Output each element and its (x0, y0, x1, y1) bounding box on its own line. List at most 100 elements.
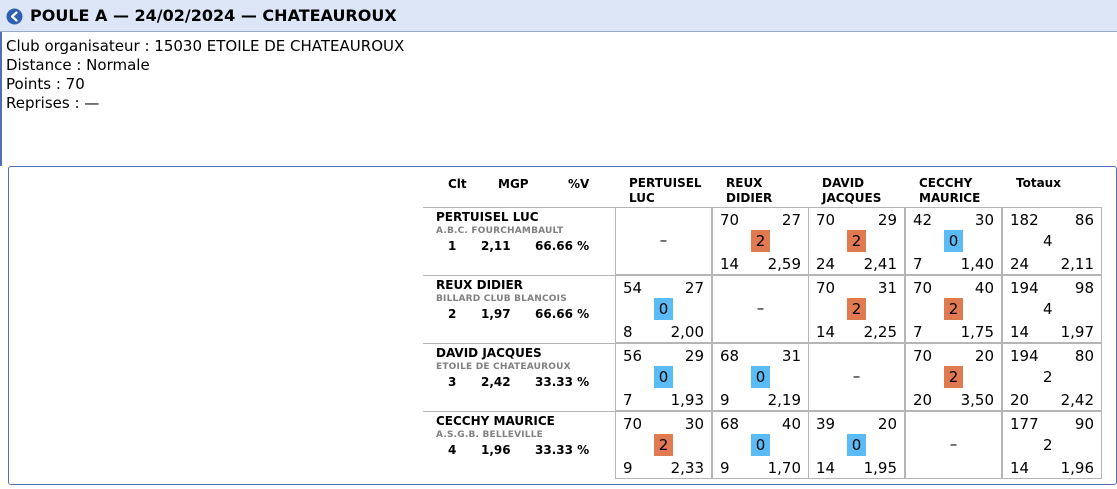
match-reprises: 9 (720, 459, 730, 477)
match-cell-self: – (615, 207, 712, 275)
totals-cell: 194 80 2 20 2,42 (1002, 343, 1102, 411)
opponent-points: 40 (781, 415, 801, 433)
total-points: 177 (1010, 415, 1039, 433)
header-player-4-first: CECCHY (919, 176, 973, 190)
table-row-player-info: PERTUISEL LUC A.B.C. FOURCHAMBAULT 1 2,11 66… (423, 207, 615, 275)
match-cell: 56 29 0 7 1,93 (615, 343, 712, 411)
table-row-player-info: CECCHY MAURICE A.S.G.B. BELLEVILLE 4 1,96 33… (423, 411, 615, 479)
header-player-1-second: LUC (629, 191, 655, 205)
opponent-points: 20 (974, 347, 994, 365)
match-cell: 42 30 0 7 1,40 (905, 207, 1002, 275)
opponent-points: 40 (974, 279, 994, 297)
total-reprises: 14 (1010, 459, 1030, 477)
opponent-points: 29 (877, 211, 897, 229)
match-average: 1,93 (670, 391, 704, 409)
match-reprises: 7 (913, 323, 923, 341)
player-rank: 2 (448, 307, 457, 321)
total-points: 194 (1010, 347, 1039, 365)
total-points: 194 (1010, 279, 1039, 297)
total-match-points: 4 (1043, 232, 1053, 250)
distance: Distance : Normale (6, 56, 150, 74)
match-average: 2,25 (863, 323, 897, 341)
opponent-points: 27 (684, 279, 704, 297)
left-border (0, 32, 2, 166)
title-bar: POULE A — 24/02/2024 — CHATEAUROUX (0, 0, 1117, 32)
match-cell-self: – (905, 411, 1002, 479)
page-title: POULE A — 24/02/2024 — CHATEAUROUX (30, 6, 397, 25)
player-rank: 4 (448, 443, 457, 457)
player-mgp: 2,42 (481, 375, 511, 389)
player-win-pct: 33.33 % (535, 375, 590, 389)
match-average: 1,40 (960, 255, 994, 273)
player-mgp: 1,96 (481, 443, 511, 457)
match-cell: 54 27 0 8 2,00 (615, 275, 712, 343)
loss-badge: 0 (751, 366, 770, 388)
match-points: 70 (720, 211, 740, 229)
player-mgp: 1,97 (481, 307, 511, 321)
player-club: BILLARD CLUB BLANCOIS (436, 294, 567, 304)
player-win-pct: 33.33 % (535, 443, 590, 457)
match-cell-self: – (808, 343, 905, 411)
match-points: 68 (720, 347, 740, 365)
loss-badge: 0 (944, 230, 963, 252)
win-badge: 2 (944, 366, 963, 388)
total-opponent-points: 90 (1074, 415, 1094, 433)
match-average: 2,41 (863, 255, 897, 273)
player-club: ETOILE DE CHATEAUROUX (436, 362, 571, 372)
total-opponent-points: 86 (1074, 211, 1094, 229)
match-average: 2,59 (767, 255, 801, 273)
totals-cell: 182 86 4 24 2,11 (1002, 207, 1102, 275)
opponent-points: 20 (877, 415, 897, 433)
opponent-points: 27 (781, 211, 801, 229)
win-badge: 2 (847, 230, 866, 252)
match-reprises: 9 (623, 459, 633, 477)
total-average: 2,42 (1060, 391, 1094, 409)
win-badge: 2 (654, 434, 673, 456)
match-points: 56 (623, 347, 643, 365)
header-player-3-second: JACQUES (822, 191, 882, 205)
header-clt: Clt (448, 177, 467, 191)
total-match-points: 4 (1043, 300, 1053, 318)
player-name: DAVID JACQUES (436, 346, 542, 360)
match-average: 2,33 (670, 459, 704, 477)
opponent-points: 31 (877, 279, 897, 297)
opponent-points: 29 (684, 347, 704, 365)
match-reprises: 9 (720, 391, 730, 409)
header-totals: Totaux (1016, 176, 1061, 190)
player-club: A.S.G.B. BELLEVILLE (436, 430, 544, 440)
match-reprises: 14 (816, 459, 836, 477)
match-cell: 70 30 2 9 2,33 (615, 411, 712, 479)
total-opponent-points: 80 (1074, 347, 1094, 365)
header-player-2: REUX DIDIER (726, 176, 772, 206)
match-points: 70 (623, 415, 643, 433)
empty-dash: – (756, 299, 765, 317)
player-rank: 1 (448, 239, 457, 253)
match-points: 70 (913, 279, 933, 297)
match-cell: 70 29 2 24 2,41 (808, 207, 905, 275)
match-cell: 68 40 0 9 1,70 (712, 411, 809, 479)
player-name: PERTUISEL LUC (436, 210, 539, 224)
player-mgp: 2,11 (481, 239, 511, 253)
match-cell: 70 40 2 7 1,75 (905, 275, 1002, 343)
totals-cell: 177 90 2 14 1,96 (1002, 411, 1102, 479)
match-cell: 39 20 0 14 1,95 (808, 411, 905, 479)
back-arrow-icon[interactable] (6, 8, 23, 25)
empty-dash: – (949, 435, 958, 453)
player-win-pct: 66.66 % (535, 307, 590, 321)
opponent-points: 31 (781, 347, 801, 365)
match-average: 2,00 (670, 323, 704, 341)
total-average: 1,97 (1060, 323, 1094, 341)
header-player-3: DAVID JACQUES (822, 176, 881, 206)
total-reprises: 20 (1010, 391, 1030, 409)
tournament-info: Club organisateur : 15030 ETOILE DE CHAT… (6, 37, 404, 113)
player-name: CECCHY MAURICE (436, 414, 555, 428)
header-player-4-second: MAURICE (919, 191, 981, 205)
match-points: 42 (913, 211, 933, 229)
header-player-4: CECCHY MAURICE (919, 176, 980, 206)
match-average: 1,95 (863, 459, 897, 477)
organizer-club: Club organisateur : 15030 ETOILE DE CHAT… (6, 37, 405, 55)
win-badge: 2 (751, 230, 770, 252)
header-player-1-first: PERTUISEL (629, 176, 702, 190)
match-points: 68 (720, 415, 740, 433)
loss-badge: 0 (654, 366, 673, 388)
